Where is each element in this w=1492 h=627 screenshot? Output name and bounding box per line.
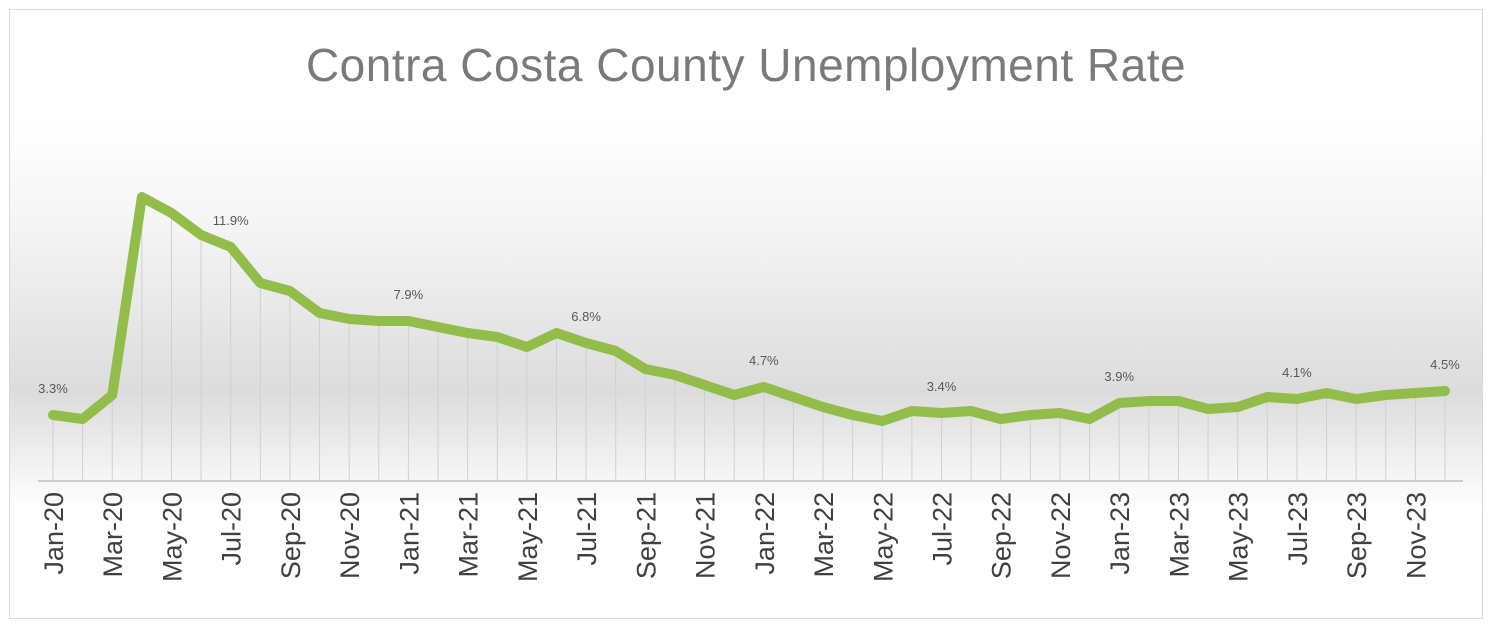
data-point-Jul-21 (582, 339, 591, 347)
data-point-Mar-23 (1174, 397, 1183, 405)
x-tick-label-Mar-20: Mar-20 (98, 492, 128, 578)
data-point-Mar-22 (819, 403, 828, 411)
data-point-Apr-21 (493, 333, 502, 341)
x-tick-labels: Jan-20 Mar-20 May-20 Jul-20 Sep-20 Nov-20 Jan-… (39, 492, 1431, 582)
x-tick-label-Jul-21: Jul-21 (572, 492, 602, 566)
data-point-Jan-20 (49, 411, 57, 419)
x-tick-label-Mar-21: Mar-21 (454, 492, 484, 578)
chart-title: Contra Costa County Unemployment Rate (305, 39, 1187, 91)
data-point-Mar-21 (463, 329, 472, 337)
data-point-Dec-21 (730, 391, 739, 399)
x-tick-label-Jan-23: Jan-23 (1105, 492, 1135, 575)
x-tick-label-Nov-23: Nov-23 (1401, 492, 1431, 579)
data-point-Sep-22 (996, 415, 1005, 423)
series-group (48, 192, 1450, 426)
x-tick-label-Jul-20: Jul-20 (217, 492, 247, 566)
data-point-Apr-23 (1204, 405, 1213, 413)
data-point-Feb-21 (434, 323, 443, 331)
x-tick-label-Jul-22: Jul-22 (928, 492, 958, 566)
data-point-Nov-23 (1411, 389, 1420, 397)
data-point-Apr-22 (848, 411, 857, 419)
data-point-Apr-20 (137, 193, 146, 201)
data-label-Jul-22: 3.4% (927, 379, 957, 394)
data-point-Feb-22 (789, 393, 798, 401)
x-tick-label-Mar-23: Mar-23 (1164, 492, 1194, 578)
data-point-May-21 (522, 343, 531, 351)
data-label-Jul-21: 6.8% (571, 309, 601, 324)
data-point-Oct-23 (1381, 391, 1390, 399)
data-point-Jun-22 (907, 407, 916, 415)
x-tick-label-May-21: May-21 (513, 492, 543, 582)
data-point-Aug-21 (611, 347, 620, 355)
drop-lines (52, 197, 1446, 481)
data-point-Aug-23 (1322, 389, 1331, 397)
data-point-Oct-22 (1026, 411, 1035, 419)
data-point-Nov-21 (700, 381, 709, 389)
data-point-Feb-23 (1144, 397, 1153, 405)
data-labels: 3.3% 11.9% 7.9% 6.8% 4.7% 3.4% 3.9% 4.1% 4.5% (38, 213, 1460, 396)
data-point-Mar-20 (108, 391, 117, 399)
data-point-Jul-20 (226, 243, 235, 251)
x-tick-label-Jan-22: Jan-22 (750, 492, 780, 575)
x-tick-label-Mar-22: Mar-22 (809, 492, 839, 578)
data-point-Sep-23 (1352, 395, 1361, 403)
data-label-Jul-23: 4.1% (1282, 365, 1312, 380)
data-point-Nov-22 (1055, 409, 1064, 417)
data-point-Dec-23 (1441, 387, 1449, 395)
data-label-Jul-20: 11.9% (213, 213, 249, 228)
data-point-May-22 (878, 417, 887, 425)
x-tick-label-Sep-23: Sep-23 (1342, 492, 1372, 579)
data-point-May-23 (1233, 403, 1242, 411)
x-tick-label-May-20: May-20 (157, 492, 187, 582)
x-tick-label-Nov-20: Nov-20 (335, 492, 365, 579)
x-tick-label-May-22: May-22 (868, 492, 898, 582)
chart-frame (9, 9, 1483, 619)
data-point-Feb-20 (78, 415, 87, 423)
x-tick-label-May-23: May-23 (1224, 492, 1254, 582)
x-tick-label-Jan-21: Jan-21 (394, 492, 424, 575)
data-point-Jan-21 (404, 317, 413, 325)
data-point-Dec-20 (374, 317, 383, 325)
data-point-Aug-22 (967, 407, 976, 415)
data-label-Jan-21: 7.9% (394, 287, 424, 302)
data-point-Oct-21 (670, 371, 679, 379)
data-point-May-20 (167, 209, 176, 217)
data-point-Oct-20 (315, 309, 324, 317)
data-point-Jun-21 (552, 329, 561, 337)
x-tick-label-Nov-22: Nov-22 (1046, 492, 1076, 579)
data-point-Jan-23 (1115, 399, 1124, 407)
data-point-Sep-21 (641, 365, 650, 373)
x-tick-label-Jan-20: Jan-20 (39, 492, 69, 575)
data-point-Jul-23 (1292, 395, 1301, 403)
data-point-Jun-20 (197, 231, 206, 239)
x-tick-label-Sep-20: Sep-20 (276, 492, 306, 579)
data-point-Jun-23 (1263, 393, 1272, 401)
data-point-Jan-22 (759, 383, 768, 391)
x-tick-label-Sep-21: Sep-21 (631, 492, 661, 579)
x-tick-label-Nov-21: Nov-21 (691, 492, 721, 579)
data-point-Dec-22 (1085, 415, 1094, 423)
series-line (48, 192, 1450, 426)
data-label-Jan-22: 4.7% (749, 353, 779, 368)
data-point-Nov-20 (345, 315, 354, 323)
data-point-Jul-22 (937, 409, 946, 417)
data-point-Sep-20 (285, 287, 294, 295)
data-label-Jan-23: 3.9% (1104, 369, 1134, 384)
data-label-Dec-23: 4.5% (1430, 357, 1460, 372)
x-tick-label-Sep-22: Sep-22 (987, 492, 1017, 579)
data-point-Aug-20 (256, 279, 265, 287)
x-tick-label-Jul-23: Jul-23 (1283, 492, 1313, 566)
data-label-Jan-20: 3.3% (38, 381, 68, 396)
